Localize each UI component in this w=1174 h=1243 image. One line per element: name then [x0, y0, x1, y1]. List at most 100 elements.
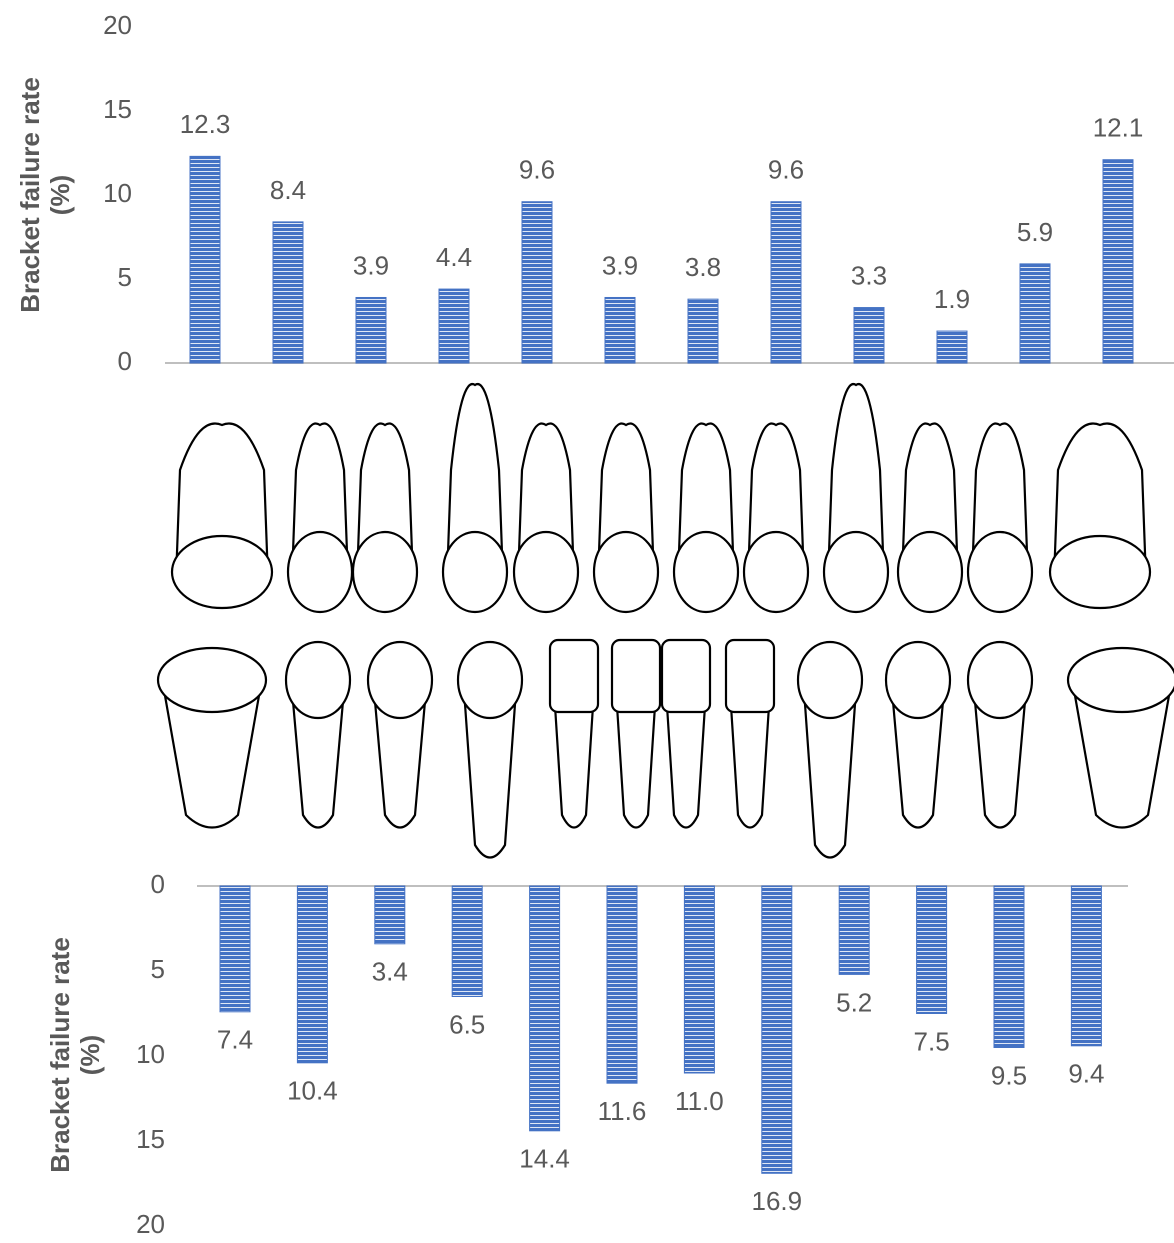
value-label: 11.6 [598, 1096, 647, 1126]
tooth-crown [170, 534, 274, 610]
tooth-root [462, 688, 518, 859]
y-tick-label: 20 [103, 10, 132, 40]
tooth-root [728, 688, 772, 829]
tooth-crown [1066, 646, 1174, 714]
value-label: 9.6 [768, 155, 804, 185]
tooth-crown [592, 530, 660, 614]
value-label: 12.3 [180, 109, 231, 139]
value-label: 3.9 [602, 250, 638, 280]
tooth-crown [1048, 534, 1152, 610]
value-label: 14.4 [519, 1144, 570, 1174]
tooth-crown [512, 530, 580, 614]
tooth-root [664, 688, 708, 829]
y-tick-label: 5 [151, 954, 165, 984]
value-label: 5.2 [836, 987, 872, 1017]
tooth-root [890, 688, 946, 829]
y-tick-label: 5 [118, 262, 132, 292]
tooth-crown [724, 638, 776, 714]
bar [189, 155, 221, 364]
tooth-crown [672, 530, 740, 614]
tooth-crown [284, 640, 352, 720]
y-axis-label: Bracket failure rate (%) [45, 937, 105, 1173]
value-label: 3.9 [353, 250, 389, 280]
bar [604, 296, 636, 364]
value-label: 1.9 [934, 284, 970, 314]
bar [853, 307, 885, 364]
y-tick-label: 15 [136, 1124, 165, 1154]
bar [438, 288, 470, 364]
y-tick-label: 10 [103, 178, 132, 208]
bar [1019, 263, 1051, 364]
tooth-root [826, 382, 886, 582]
value-label: 4.4 [436, 242, 472, 272]
tooth-root [552, 688, 596, 829]
tooth-crown [966, 640, 1034, 720]
bar [1102, 159, 1134, 364]
bar [355, 296, 387, 364]
value-label: 12.1 [1093, 113, 1144, 143]
y-tick-label: 15 [103, 94, 132, 124]
tooth-root [290, 688, 346, 829]
value-label: 9.4 [1068, 1059, 1104, 1089]
tooth-root [614, 688, 658, 829]
tooth-crown [548, 638, 600, 714]
y-tick-label: 0 [151, 869, 165, 899]
tooth-crown [156, 646, 268, 714]
y-tick-label: 20 [136, 1209, 165, 1239]
tooth-crown [441, 530, 509, 614]
value-label: 16.9 [751, 1186, 802, 1216]
value-label: 6.5 [449, 1009, 485, 1039]
tooth-crown [351, 530, 419, 614]
bar [219, 885, 251, 1013]
value-label: 8.4 [270, 175, 306, 205]
value-label: 3.8 [685, 252, 721, 282]
tooth-root [445, 382, 505, 582]
bar [451, 885, 483, 997]
tooth-crown [660, 638, 712, 714]
bar [1070, 885, 1102, 1047]
bar [296, 885, 328, 1064]
bar [761, 885, 793, 1174]
bar [606, 885, 638, 1084]
tooth-crown [822, 530, 890, 614]
tooth-crown [896, 530, 964, 614]
bar [916, 885, 948, 1014]
bar [838, 885, 870, 975]
tooth-crown [884, 640, 952, 720]
tooth-crown [366, 640, 434, 720]
value-label: 7.5 [914, 1026, 950, 1056]
bar [687, 298, 719, 364]
bar [529, 885, 561, 1132]
value-label: 10.4 [287, 1076, 338, 1106]
tooth-crown [456, 640, 524, 720]
bar [683, 885, 715, 1074]
bar [936, 330, 968, 364]
value-label: 5.9 [1017, 217, 1053, 247]
tooth-root [162, 688, 262, 829]
tooth-root [1072, 688, 1172, 829]
tooth-crown [742, 530, 810, 614]
tooth-crown [796, 640, 864, 720]
value-label: 3.4 [372, 957, 408, 987]
teeth-illustration [156, 382, 1174, 859]
value-label: 9.6 [519, 155, 555, 185]
value-label: 11.0 [675, 1086, 724, 1116]
bar [521, 201, 553, 364]
tooth-root [372, 688, 428, 829]
bar [374, 885, 406, 945]
value-label: 7.4 [217, 1025, 253, 1055]
y-axis-label: Bracket failure rate (%) [15, 77, 75, 313]
value-label: 9.5 [991, 1060, 1027, 1090]
value-label: 3.3 [851, 260, 887, 290]
tooth-root [802, 688, 858, 859]
bar [272, 221, 304, 364]
y-tick-label: 0 [118, 346, 132, 376]
tooth-crown [966, 530, 1034, 614]
tooth-root [972, 688, 1028, 829]
y-tick-label: 10 [136, 1039, 165, 1069]
bar [770, 201, 802, 364]
tooth-crown [286, 530, 354, 614]
bar [993, 885, 1025, 1048]
